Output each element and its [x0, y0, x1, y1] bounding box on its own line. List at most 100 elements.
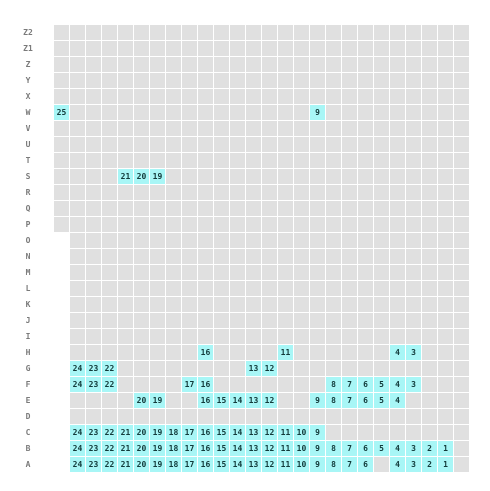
- seat-b-21[interactable]: [118, 441, 133, 456]
- seat-s-20[interactable]: [134, 169, 149, 184]
- seat-c-9[interactable]: [310, 425, 325, 440]
- seat-e-20[interactable]: [134, 393, 149, 408]
- seat-g-22[interactable]: [102, 361, 117, 376]
- seat-h-4[interactable]: [390, 345, 405, 360]
- seat-a-6[interactable]: [358, 457, 373, 472]
- seat-s-21[interactable]: [118, 169, 133, 184]
- seat-a-3[interactable]: [406, 457, 421, 472]
- seat-a-15[interactable]: [214, 457, 229, 472]
- seat-f-4[interactable]: [390, 377, 405, 392]
- seat-c-24[interactable]: [70, 425, 85, 440]
- seat-a-21[interactable]: [118, 457, 133, 472]
- seat-a-23[interactable]: [86, 457, 101, 472]
- seat-c-11[interactable]: [278, 425, 293, 440]
- seat-c-10[interactable]: [294, 425, 309, 440]
- seat-e-9[interactable]: [310, 393, 325, 408]
- seat-b-14[interactable]: [230, 441, 245, 456]
- seat-a-8[interactable]: [326, 457, 341, 472]
- seat-b-13[interactable]: [246, 441, 261, 456]
- seat-b-15[interactable]: [214, 441, 229, 456]
- seat-a-20[interactable]: [134, 457, 149, 472]
- seat-b-5[interactable]: [374, 441, 389, 456]
- seat-e-8[interactable]: [326, 393, 341, 408]
- seat-a-2[interactable]: [422, 457, 437, 472]
- seat-g-12[interactable]: [262, 361, 277, 376]
- seat-f-5[interactable]: [374, 377, 389, 392]
- seat-c-16[interactable]: [198, 425, 213, 440]
- seat-f-22[interactable]: [102, 377, 117, 392]
- seat-b-9[interactable]: [310, 441, 325, 456]
- seat-b-24[interactable]: [70, 441, 85, 456]
- seat-b-8[interactable]: [326, 441, 341, 456]
- seat-a-10[interactable]: [294, 457, 309, 472]
- seat-h-16[interactable]: [198, 345, 213, 360]
- seat-c-23[interactable]: [86, 425, 101, 440]
- seat-a-12[interactable]: [262, 457, 277, 472]
- seat-c-22[interactable]: [102, 425, 117, 440]
- seat-c-14[interactable]: [230, 425, 245, 440]
- seat-a-16[interactable]: [198, 457, 213, 472]
- seat-w-25[interactable]: [54, 105, 69, 120]
- seat-f-16[interactable]: [198, 377, 213, 392]
- seat-b-7[interactable]: [342, 441, 357, 456]
- seat-a-13[interactable]: [246, 457, 261, 472]
- seat-a-18[interactable]: [166, 457, 181, 472]
- seat-b-12[interactable]: [262, 441, 277, 456]
- seat-e-4[interactable]: [390, 393, 405, 408]
- seat-e-7[interactable]: [342, 393, 357, 408]
- seat-b-10[interactable]: [294, 441, 309, 456]
- seat-b-6[interactable]: [358, 441, 373, 456]
- seat-c-20[interactable]: [134, 425, 149, 440]
- seat-b-17[interactable]: [182, 441, 197, 456]
- seat-c-21[interactable]: [118, 425, 133, 440]
- seat-f-23[interactable]: [86, 377, 101, 392]
- seat-a-19[interactable]: [150, 457, 165, 472]
- seat-e-6[interactable]: [358, 393, 373, 408]
- seat-e-15[interactable]: [214, 393, 229, 408]
- seat-s-19[interactable]: [150, 169, 165, 184]
- seat-a-24[interactable]: [70, 457, 85, 472]
- seat-a-14[interactable]: [230, 457, 245, 472]
- seat-e-14[interactable]: [230, 393, 245, 408]
- seat-f-6[interactable]: [358, 377, 373, 392]
- seat-e-19[interactable]: [150, 393, 165, 408]
- seat-a-22[interactable]: [102, 457, 117, 472]
- seat-w-9[interactable]: [310, 105, 325, 120]
- seat-b-16[interactable]: [198, 441, 213, 456]
- seat-c-13[interactable]: [246, 425, 261, 440]
- seat-a-9[interactable]: [310, 457, 325, 472]
- seat-b-11[interactable]: [278, 441, 293, 456]
- seat-a-11[interactable]: [278, 457, 293, 472]
- seat-c-15[interactable]: [214, 425, 229, 440]
- seat-f-7[interactable]: [342, 377, 357, 392]
- seat-a-7[interactable]: [342, 457, 357, 472]
- seat-c-17[interactable]: [182, 425, 197, 440]
- seat-h-3[interactable]: [406, 345, 421, 360]
- seat-b-1[interactable]: [438, 441, 453, 456]
- seat-h-11[interactable]: [278, 345, 293, 360]
- seat-f-24[interactable]: [70, 377, 85, 392]
- seat-b-2[interactable]: [422, 441, 437, 456]
- seat-e-5[interactable]: [374, 393, 389, 408]
- seat-e-16[interactable]: [198, 393, 213, 408]
- seat-e-12[interactable]: [262, 393, 277, 408]
- seat-b-22[interactable]: [102, 441, 117, 456]
- seat-b-18[interactable]: [166, 441, 181, 456]
- seat-a-4[interactable]: [390, 457, 405, 472]
- seat-f-17[interactable]: [182, 377, 197, 392]
- seat-e-13[interactable]: [246, 393, 261, 408]
- seat-c-19[interactable]: [150, 425, 165, 440]
- seat-f-3[interactable]: [406, 377, 421, 392]
- seat-g-24[interactable]: [70, 361, 85, 376]
- seat-g-23[interactable]: [86, 361, 101, 376]
- seat-b-20[interactable]: [134, 441, 149, 456]
- seat-c-12[interactable]: [262, 425, 277, 440]
- seat-c-18[interactable]: [166, 425, 181, 440]
- seat-a-17[interactable]: [182, 457, 197, 472]
- seat-f-8[interactable]: [326, 377, 341, 392]
- seat-g-13[interactable]: [246, 361, 261, 376]
- seat-a-1[interactable]: [438, 457, 453, 472]
- seat-b-19[interactable]: [150, 441, 165, 456]
- seat-b-23[interactable]: [86, 441, 101, 456]
- seat-b-3[interactable]: [406, 441, 421, 456]
